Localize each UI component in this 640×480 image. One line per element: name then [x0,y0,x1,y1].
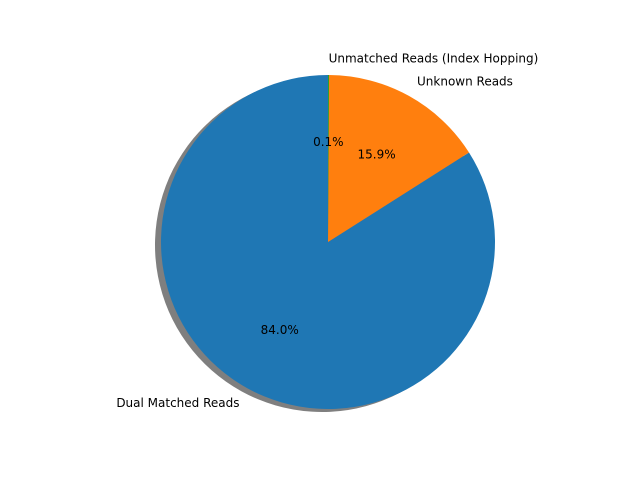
slice-label-unknown-reads: Unknown Reads [417,74,513,88]
pie-slice-dual-matched-reads [161,75,496,409]
slice-label-dual-matched-reads: Dual Matched Reads [116,396,239,410]
slice-percent-dual-matched-reads: 84.0% [261,323,299,337]
slice-percent-unmatched-reads-index-hopping: 0.1% [313,135,344,149]
pie-slices [161,75,496,409]
pie-slice-unmatched-reads-index-hopping [328,75,330,242]
slice-label-unmatched-reads-index-hopping: Unmatched Reads (Index Hopping) [329,51,539,65]
pie-labels: Dual Matched Reads 84.0% Unknown Reads 15.9… [116,51,538,410]
slice-percent-unknown-reads: 15.9% [357,147,395,161]
pie-slice-unknown-reads [328,75,470,242]
